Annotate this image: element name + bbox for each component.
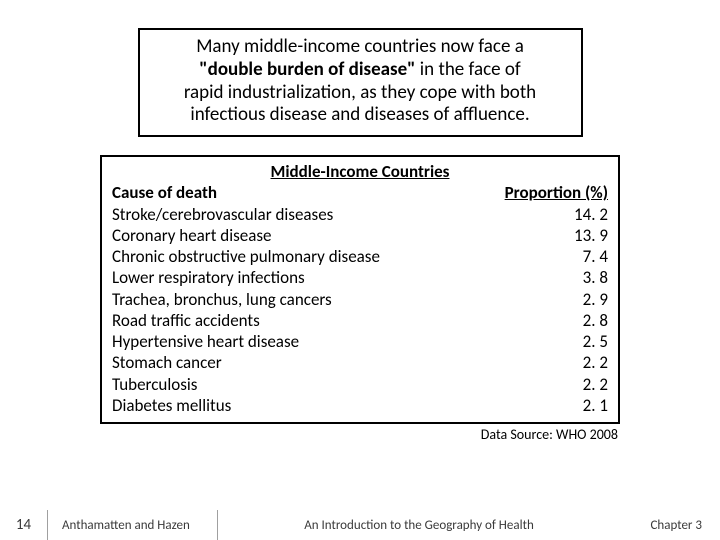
table-row: Road traffic accidents2. 8 [112,310,608,331]
cause-cell: Lower respiratory infections [112,267,528,288]
footer: 14 Anthamatten and Hazen An Introduction… [0,510,720,540]
value-cell: 2. 2 [528,352,608,373]
slide-content: Many middle-income countries now face a … [0,0,720,443]
table-title: Middle-Income Countries [112,161,608,182]
value-cell: 14. 2 [528,204,608,225]
data-source: Data Source: WHO 2008 [100,426,620,443]
footer-authors: Anthamatten and Hazen [48,510,218,540]
cause-cell: Coronary heart disease [112,225,528,246]
table-row: Chronic obstructive pulmonary disease7. … [112,246,608,267]
value-cell: 3. 8 [528,267,608,288]
table-row: Coronary heart disease13. 9 [112,225,608,246]
cause-cell: Tuberculosis [112,374,528,395]
footer-title: An Introduction to the Geography of Heal… [218,518,620,533]
cause-cell: Road traffic accidents [112,310,528,331]
intro-bold: "double burden of disease" [199,58,415,81]
intro-line-4: infectious disease and diseases of afflu… [152,104,569,127]
data-table: Middle-Income Countries Cause of death P… [100,155,620,424]
cause-cell: Chronic obstructive pulmonary disease [112,246,528,267]
cause-cell: Stomach cancer [112,352,528,373]
page-number: 14 [0,510,48,540]
value-cell: 2. 8 [528,310,608,331]
cause-cell: Stroke/cerebrovascular diseases [112,204,528,225]
value-cell: 2. 1 [528,395,608,416]
intro-line-2: "double burden of disease" in the face o… [152,59,569,82]
table-row: Stomach cancer2. 2 [112,352,608,373]
header-proportion: Proportion (%) [505,182,608,203]
header-cause: Cause of death [112,182,217,203]
table-row: Tuberculosis2. 2 [112,374,608,395]
value-cell: 13. 9 [528,225,608,246]
table-header: Cause of death Proportion (%) [112,182,608,203]
table-row: Lower respiratory infections3. 8 [112,267,608,288]
intro-box: Many middle-income countries now face a … [138,28,583,137]
cause-cell: Trachea, bronchus, lung cancers [112,289,528,310]
intro-line-1: Many middle-income countries now face a [152,36,569,59]
table-row: Diabetes mellitus2. 1 [112,395,608,416]
value-cell: 2. 5 [528,331,608,352]
intro-line-3: rapid industrialization, as they cope wi… [152,82,569,105]
table-row: Trachea, bronchus, lung cancers2. 9 [112,289,608,310]
value-cell: 7. 4 [528,246,608,267]
cause-cell: Diabetes mellitus [112,395,528,416]
value-cell: 2. 2 [528,374,608,395]
footer-chapter: Chapter 3 [620,518,720,533]
table-row: Hypertensive heart disease2. 5 [112,331,608,352]
intro-line-2-after: in the face of [416,58,521,81]
table-row: Stroke/cerebrovascular diseases14. 2 [112,204,608,225]
value-cell: 2. 9 [528,289,608,310]
cause-cell: Hypertensive heart disease [112,331,528,352]
